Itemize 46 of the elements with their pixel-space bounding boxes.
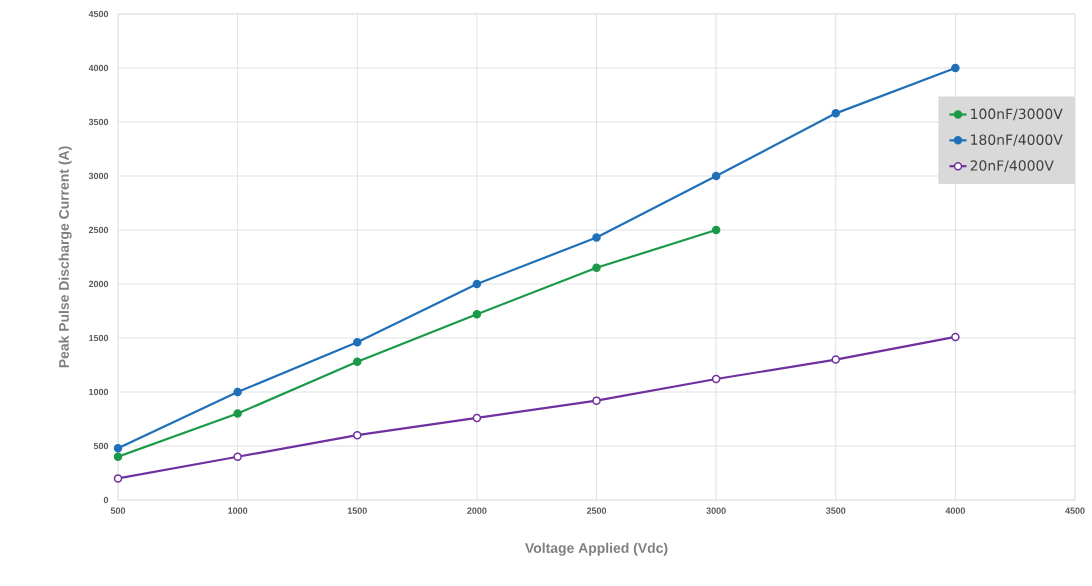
legend-label: 100nF/3000V — [971, 108, 1063, 121]
y-tick-label: 2000 — [88, 280, 109, 288]
x-tick-label: 3500 — [825, 507, 846, 514]
point — [472, 309, 482, 319]
point — [592, 263, 601, 273]
y-tick-label: 0 — [103, 496, 109, 504]
point — [592, 396, 601, 405]
point — [233, 387, 242, 397]
y-axis-title: Peak Pulse Discharge Current (A) — [58, 146, 72, 368]
legend-label: 20nF/4000V — [970, 160, 1054, 172]
point — [472, 279, 482, 289]
y-tick-label: 4500 — [88, 10, 109, 18]
x-tick-label: 1500 — [347, 507, 367, 514]
y-tick-label: 4000 — [88, 64, 109, 72]
point — [113, 443, 123, 453]
point — [353, 357, 362, 366]
point — [951, 332, 960, 342]
y-tick-label: 3500 — [88, 118, 109, 126]
point — [353, 430, 362, 440]
x-tick-label: 2000 — [467, 507, 487, 514]
x-tick-label: 1000 — [228, 507, 248, 514]
x-tick-label: 3000 — [706, 507, 726, 514]
point — [951, 63, 960, 73]
point — [831, 355, 841, 364]
x-tick-label: 2500 — [586, 507, 607, 514]
x-tick-label: 4000 — [945, 507, 965, 514]
y-tick-label: 3000 — [88, 172, 109, 180]
point — [711, 171, 721, 181]
legend-label: 180nF/4000V — [971, 134, 1063, 147]
x-axis-title: Voltage Applied (Vdc) — [525, 542, 668, 556]
y-tick-label: 1000 — [89, 388, 109, 396]
point — [233, 409, 242, 418]
point — [353, 338, 362, 347]
y-tick-label: 500 — [93, 442, 109, 450]
point — [592, 233, 601, 242]
point — [113, 474, 123, 483]
point — [831, 109, 841, 118]
x-tick-label: 4500 — [1065, 507, 1085, 514]
point — [233, 452, 242, 462]
point — [711, 374, 721, 384]
point — [113, 452, 123, 462]
y-tick-label: 1500 — [89, 334, 109, 342]
x-tick-label: 500 — [110, 507, 126, 514]
point — [711, 225, 721, 235]
y-tick-label: 2500 — [88, 226, 109, 234]
point — [472, 413, 482, 423]
